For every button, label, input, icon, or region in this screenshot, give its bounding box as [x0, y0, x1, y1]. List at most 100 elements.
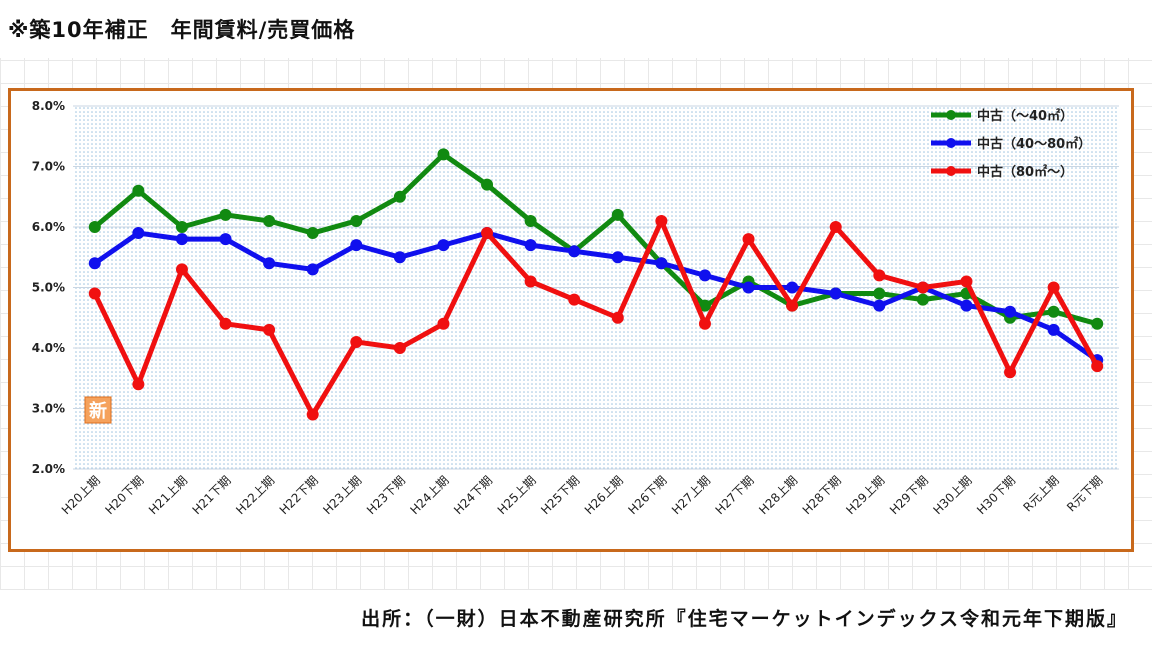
title-band	[0, 0, 1152, 58]
data-point	[350, 335, 363, 348]
x-tick-label: H22上期	[233, 473, 277, 517]
data-point	[219, 233, 232, 246]
data-point	[437, 148, 450, 161]
data-point	[350, 239, 363, 252]
data-point	[960, 275, 973, 288]
data-point	[263, 323, 276, 336]
data-point	[1091, 317, 1104, 330]
data-point	[916, 293, 929, 306]
data-point	[524, 214, 537, 227]
x-tick-label: H24下期	[451, 473, 495, 517]
data-point	[611, 311, 624, 324]
series-line-1	[92, 151, 1100, 327]
data-point	[88, 221, 101, 233]
chart-frame[interactable]: 8.0% 7.0% 6.0% 5.0% 4.0% 3.0% 2.0% H20上期 H20下期 H…	[8, 88, 1134, 552]
data-point	[1004, 305, 1017, 318]
data-point	[175, 233, 188, 246]
footer-band	[0, 590, 1152, 647]
data-point	[698, 317, 711, 330]
x-tick-label: H28下期	[800, 473, 844, 517]
data-point	[350, 214, 363, 227]
data-point	[873, 299, 886, 312]
x-tick-label: H23上期	[320, 473, 364, 517]
x-tick-label: R元下期	[1064, 473, 1105, 514]
data-point	[1047, 305, 1060, 318]
data-point	[524, 275, 537, 288]
data-point	[1091, 360, 1104, 373]
data-point	[742, 281, 755, 294]
data-point	[655, 214, 668, 227]
data-point	[916, 281, 929, 294]
data-point	[829, 287, 842, 300]
data-point	[219, 317, 232, 330]
x-tick-label: H20上期	[59, 473, 103, 517]
data-point	[306, 263, 319, 276]
series-line-2	[92, 230, 1100, 363]
legend-label: 中古（～40㎡）	[977, 108, 1073, 124]
data-point	[698, 269, 711, 282]
x-tick-label: H22下期	[277, 473, 321, 517]
x-tick-label: H27上期	[669, 473, 713, 517]
data-point	[960, 299, 973, 312]
x-tick-label: H28上期	[756, 473, 800, 517]
x-tick-label: H26下期	[625, 473, 669, 517]
line-chart: 8.0%7.0%6.0%5.0%4.0%3.0%2.0% H20上期 H20下期 H…	[32, 99, 1119, 517]
data-point	[568, 293, 581, 306]
data-point	[88, 257, 101, 270]
x-tick-label: H29上期	[843, 473, 887, 517]
data-point	[481, 178, 494, 191]
x-tick-label: H20下期	[102, 473, 146, 517]
data-point	[742, 233, 755, 246]
data-point	[698, 299, 711, 312]
x-tick-label: H21上期	[146, 473, 190, 517]
legend-label: 中古（40～80㎡）	[977, 136, 1091, 152]
x-tick-label: H30上期	[931, 473, 975, 517]
data-point	[829, 221, 842, 233]
y-tick-label: 5.0%	[32, 281, 65, 295]
x-tick-label: H25下期	[538, 473, 582, 517]
data-point	[306, 227, 319, 240]
data-point	[1004, 366, 1017, 379]
data-point	[1047, 281, 1060, 294]
data-point	[611, 208, 624, 221]
data-point	[611, 251, 624, 264]
x-tick-label: H30下期	[974, 473, 1018, 517]
data-point	[132, 227, 145, 240]
data-point	[219, 208, 232, 221]
x-tick-label: H21下期	[190, 473, 234, 517]
x-tick-label: H27下期	[713, 473, 757, 517]
y-tick-label: 7.0%	[32, 160, 65, 174]
data-point	[786, 281, 799, 294]
y-tick-label: 3.0%	[32, 402, 65, 416]
data-point	[481, 227, 494, 240]
y-tick-label: 2.0%	[32, 462, 65, 476]
x-tick-label: H23下期	[364, 473, 408, 517]
data-point	[568, 245, 581, 258]
x-tick-label: R元上期	[1020, 473, 1061, 514]
x-tick-label: H26上期	[582, 473, 626, 517]
data-point	[786, 299, 799, 312]
new-badge-label: 新	[89, 400, 107, 422]
data-point	[175, 221, 188, 233]
series-line-3	[92, 218, 1100, 418]
data-point	[873, 269, 886, 282]
legend-marker	[946, 110, 956, 120]
data-point	[306, 408, 319, 421]
y-tick-label: 4.0%	[32, 341, 65, 355]
sheet-title: ※築10年補正 年間賃料/売買価格	[8, 18, 356, 42]
legend-marker	[946, 138, 956, 148]
data-point	[393, 190, 406, 203]
y-tick-label: 8.0%	[32, 99, 65, 113]
x-tick-label: H24上期	[408, 473, 452, 517]
data-point	[655, 257, 668, 270]
data-point	[437, 239, 450, 252]
data-point	[873, 287, 886, 300]
data-point	[437, 317, 450, 330]
data-point	[524, 239, 537, 252]
legend-label: 中古（80㎡～）	[977, 164, 1073, 180]
data-point	[1047, 323, 1060, 336]
x-tick-label: H29下期	[887, 473, 931, 517]
data-point	[263, 214, 276, 227]
data-point	[263, 257, 276, 270]
new-badge	[84, 396, 112, 424]
